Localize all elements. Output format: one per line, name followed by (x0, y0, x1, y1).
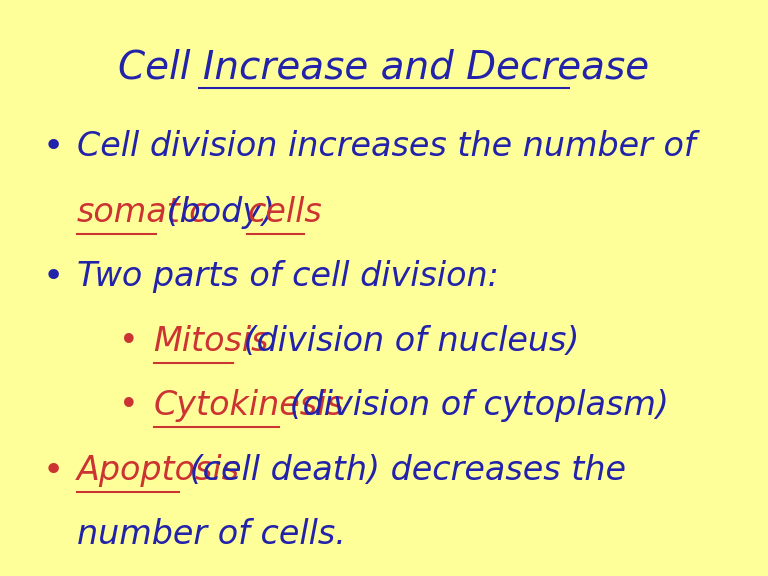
Text: •: • (42, 260, 64, 294)
Text: (cell death) decreases the: (cell death) decreases the (179, 454, 626, 487)
Text: Mitosis: Mitosis (154, 325, 269, 358)
Text: (division of nucleus): (division of nucleus) (233, 325, 580, 358)
Text: somatic: somatic (77, 196, 208, 229)
Text: (body): (body) (157, 196, 286, 229)
Text: Apoptosis: Apoptosis (77, 454, 240, 487)
Text: •: • (119, 389, 139, 422)
Text: •: • (42, 130, 64, 164)
Text: Two parts of cell division:: Two parts of cell division: (77, 260, 498, 293)
Text: Cell division increases the number of: Cell division increases the number of (77, 130, 696, 162)
Text: (division of cytoplasm): (division of cytoplasm) (279, 389, 668, 422)
Text: cells: cells (247, 196, 322, 229)
Text: number of cells.: number of cells. (77, 518, 346, 551)
Text: •: • (42, 454, 64, 488)
Text: •: • (119, 325, 139, 358)
Text: Cell Increase and Decrease: Cell Increase and Decrease (118, 49, 650, 87)
Text: Cytokinesis: Cytokinesis (154, 389, 344, 422)
